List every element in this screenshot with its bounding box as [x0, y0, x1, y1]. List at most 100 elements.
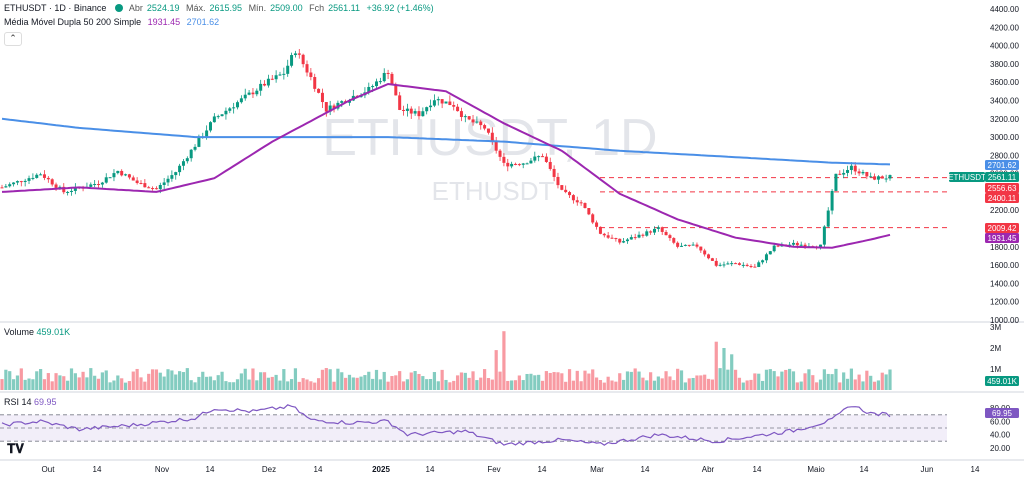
indicator-legend[interactable]: Média Móvel Dupla 50 200 Simple 1931.45 …: [4, 17, 223, 27]
rsi-legend[interactable]: RSI 14 69.95: [4, 397, 57, 407]
volume-bar: [436, 381, 440, 390]
price-badge-text: 2400.11: [988, 194, 1017, 203]
candle-body: [340, 101, 344, 103]
candle-body: [224, 110, 228, 115]
candle-body: [413, 111, 417, 114]
volume-bar: [540, 380, 545, 390]
volume-bar: [293, 368, 298, 390]
candle-body: [286, 65, 290, 74]
volume-bar: [421, 376, 425, 390]
volume-bar: [313, 382, 317, 390]
volume-bar: [58, 375, 62, 390]
price-axis-tick: 3000.00: [990, 133, 1019, 142]
candle-body: [220, 114, 224, 117]
volume-bar: [768, 369, 772, 390]
volume-bar: [880, 372, 884, 390]
change-value: +36.92 (+1.46%): [366, 3, 434, 13]
price-badge-text: 2556.63: [988, 184, 1017, 193]
volume-bar: [668, 376, 672, 390]
candle-body: [714, 260, 718, 266]
volume-bar: [39, 369, 43, 390]
volume-legend[interactable]: Volume 459.01K: [4, 327, 70, 337]
volume-bar: [100, 372, 104, 390]
candle-body: [513, 163, 517, 165]
volume-bar: [432, 372, 437, 390]
candle-body: [236, 102, 240, 108]
volume-bar: [513, 380, 518, 390]
candle-body: [467, 116, 471, 120]
candle-body: [517, 164, 521, 166]
volume-axis-tick: 1M: [990, 365, 1001, 374]
volume-bar: [278, 380, 282, 390]
candle-body: [290, 55, 294, 66]
candle-body: [521, 163, 525, 165]
price-badge: [985, 193, 1019, 203]
candle-body: [591, 214, 595, 223]
candle-body: [97, 184, 101, 186]
candle-body: [305, 64, 309, 73]
volume-bar: [289, 379, 294, 390]
candle-body: [834, 173, 838, 191]
candle-body: [39, 174, 43, 176]
candle-body: [301, 54, 305, 65]
candle-body: [12, 182, 16, 185]
candle-body: [185, 158, 189, 162]
volume-bar: [510, 380, 514, 390]
volume-bar: [660, 378, 664, 390]
candle-body: [683, 244, 687, 246]
time-axis-tick: 2025: [372, 465, 390, 474]
volume-bar: [232, 382, 236, 390]
symbol-title[interactable]: ETHUSDT · 1D · Binance: [4, 3, 107, 13]
volume-bar: [672, 380, 676, 390]
open-value: 2524.19: [146, 3, 180, 13]
rsi-line: [1, 404, 891, 446]
volume-bar: [710, 379, 714, 390]
volume-bar: [772, 371, 776, 390]
candle-body: [869, 176, 873, 178]
volume-bar: [525, 373, 529, 390]
candle-body: [69, 190, 73, 192]
volume-bar: [50, 381, 54, 390]
volume-bar: [467, 377, 471, 390]
candle-body: [799, 244, 803, 246]
volume-bar: [247, 379, 251, 390]
candle-body: [367, 86, 371, 93]
volume-bar: [189, 380, 193, 390]
time-axis-tick: Maio: [807, 465, 825, 474]
volume-bar: [714, 341, 718, 390]
candle-body: [880, 176, 884, 179]
candle-body: [525, 163, 529, 165]
volume-bar: [560, 373, 564, 390]
volume-bar: [340, 372, 344, 390]
volume-bar: [699, 375, 703, 390]
price-axis-tick: 1400.00: [990, 279, 1019, 288]
volume-bar: [641, 377, 645, 390]
volume-bar: [201, 371, 205, 390]
candle-body: [575, 200, 579, 203]
volume-bar: [591, 369, 595, 390]
candle-body: [394, 84, 398, 96]
volume-bar: [243, 368, 247, 390]
candle-body: [459, 111, 463, 117]
candle-body: [490, 132, 494, 141]
volume-bar: [262, 372, 267, 390]
volume-bar: [344, 377, 348, 390]
volume-bar: [127, 381, 132, 390]
volume-bar: [77, 377, 81, 390]
candle-body: [104, 177, 108, 183]
candle-body: [193, 146, 197, 150]
volume-bar: [722, 348, 726, 390]
volume-bar: [332, 381, 336, 390]
volume-bar: [96, 378, 101, 390]
price-axis-tick: 1200.00: [990, 298, 1019, 307]
candle-body: [568, 192, 572, 196]
candle-body: [259, 83, 263, 91]
candle-body: [846, 170, 850, 173]
volume-bar: [66, 380, 70, 390]
candle-body: [803, 244, 807, 247]
chevron-up-icon[interactable]: ⌃: [4, 32, 22, 46]
tradingview-logo-icon[interactable]: 𝐓𝐕: [7, 441, 24, 456]
candle-body: [58, 186, 62, 188]
candle-body: [791, 242, 795, 245]
